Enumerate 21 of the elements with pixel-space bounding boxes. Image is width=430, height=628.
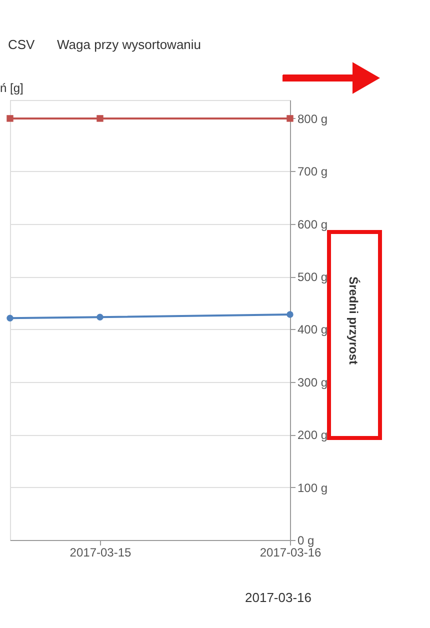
y-tick-label: 300 g (298, 375, 328, 390)
y-tick-label: 100 g (298, 480, 328, 495)
y-tick-label: 400 g (298, 322, 328, 337)
y-tick-label: 600 g (298, 217, 328, 232)
point (96, 314, 104, 320)
y-axis-title: Średni przyrost (346, 276, 361, 365)
text: Waga przy wysortowaniu (57, 37, 202, 52)
y-tick-label: 700 g (298, 164, 328, 179)
point (286, 115, 294, 122)
y-tick-label: 0 g (298, 534, 314, 548)
chart-title: ń [g] (0, 81, 24, 95)
y-tick-label: 200 g (298, 428, 328, 442)
point (6, 115, 14, 122)
point (286, 311, 294, 318)
point (96, 115, 104, 122)
point (6, 314, 14, 322)
y-tick-label: 800 g (298, 112, 328, 126)
text: 2017-03-16 (245, 590, 312, 605)
text: CSV (8, 37, 36, 52)
y-tick-label: 500 g (298, 270, 328, 284)
x-tick-label: 2017-03-15 (70, 546, 132, 560)
